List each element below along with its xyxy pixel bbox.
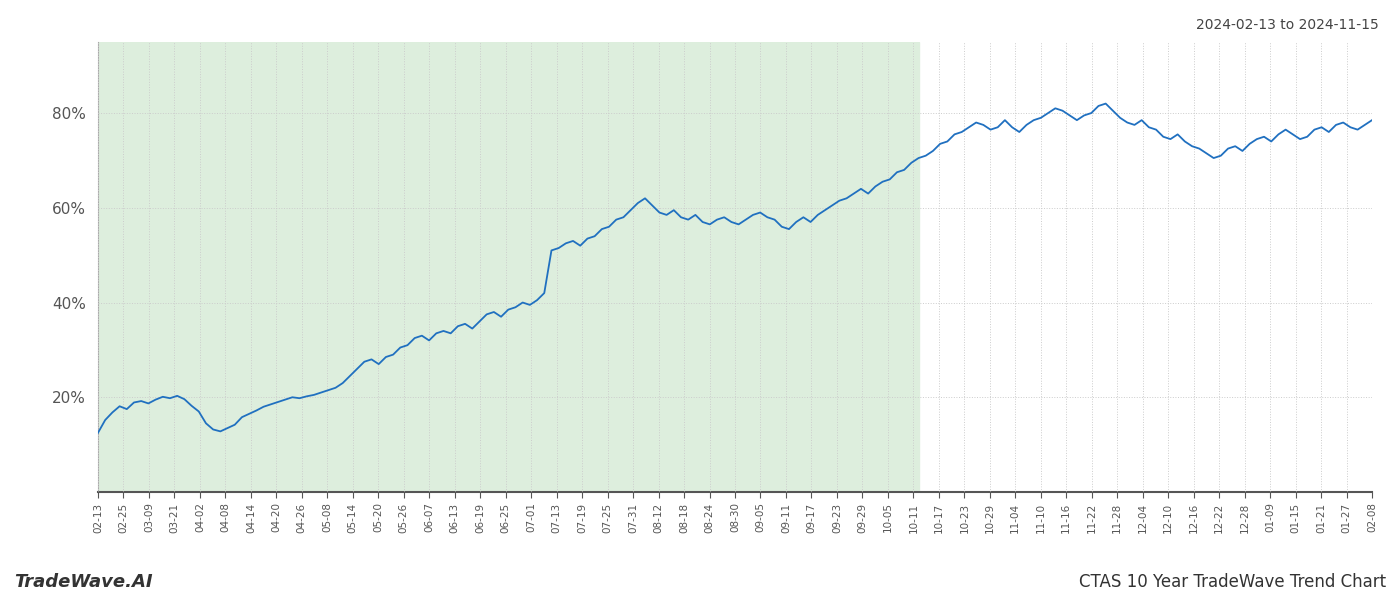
Text: 2024-02-13 to 2024-11-15: 2024-02-13 to 2024-11-15 (1196, 18, 1379, 32)
Text: TradeWave.AI: TradeWave.AI (14, 573, 153, 591)
Bar (98, 42, 918, 492)
Text: CTAS 10 Year TradeWave Trend Chart: CTAS 10 Year TradeWave Trend Chart (1079, 573, 1386, 591)
